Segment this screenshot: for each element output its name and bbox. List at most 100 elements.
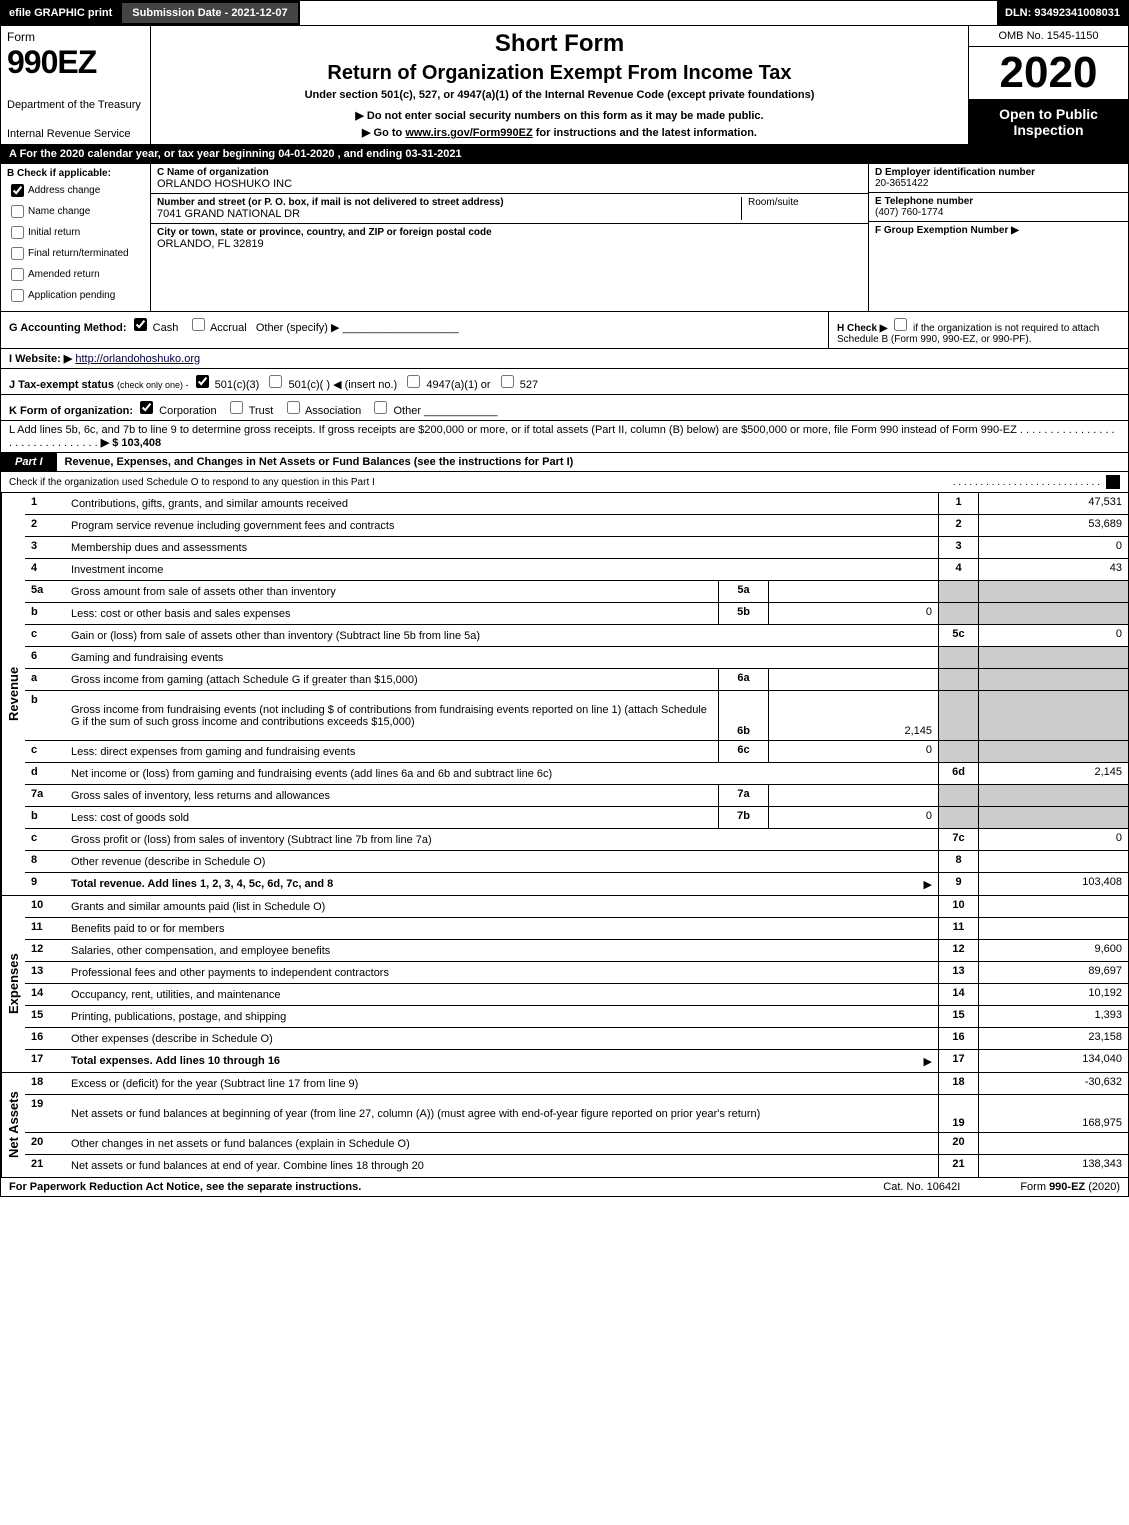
goto-post: for instructions and the latest informat…	[536, 127, 757, 139]
website-row: I Website: ▶ http://orlandohoshuko.org	[0, 349, 1129, 369]
website-link[interactable]: http://orlandohoshuko.org	[75, 353, 200, 365]
k-label: K Form of organization:	[9, 405, 133, 417]
l-text: L Add lines 5b, 6c, and 7b to line 9 to …	[9, 424, 1017, 436]
cb-address-change-input[interactable]	[11, 184, 24, 197]
cb-501c3[interactable]	[196, 375, 209, 388]
l1-desc-text: Contributions, gifts, grants, and simila…	[71, 498, 348, 510]
address-value: 7041 GRAND NATIONAL DR	[157, 208, 735, 220]
l7b-sc: 7b	[718, 807, 768, 828]
org-city-row: City or town, state or province, country…	[151, 224, 868, 253]
l15-num: 15	[25, 1006, 65, 1027]
l5a-sc: 5a	[718, 581, 768, 602]
l21-desc: Net assets or fund balances at end of ye…	[65, 1155, 938, 1177]
side-label-revenue: Revenue	[1, 493, 25, 895]
side-label-expenses: Expenses	[1, 896, 25, 1072]
cb-amended-return[interactable]: Amended return	[7, 265, 144, 284]
l5b-sc: 5b	[718, 603, 768, 624]
city-label: City or town, state or province, country…	[157, 227, 862, 238]
cb-527[interactable]	[501, 375, 514, 388]
cb-amended-return-input[interactable]	[11, 268, 24, 281]
l16-amt: 23,158	[978, 1028, 1128, 1049]
l7c-nc: 7c	[938, 829, 978, 850]
cb-other-org[interactable]	[374, 401, 387, 414]
l2-desc-text: Program service revenue including govern…	[71, 520, 394, 532]
l7b-nc-grey	[938, 807, 978, 828]
cb-h-check[interactable]	[894, 318, 907, 331]
l12-nc: 12	[938, 940, 978, 961]
cb-final-return-input[interactable]	[11, 247, 24, 260]
cb-name-change[interactable]: Name change	[7, 202, 144, 221]
l19-nc: 19	[938, 1095, 978, 1132]
cb-association[interactable]	[287, 401, 300, 414]
l7a-amt-grey	[978, 785, 1128, 806]
l5c-nc: 5c	[938, 625, 978, 646]
l13-desc: Professional fees and other payments to …	[65, 962, 938, 983]
l6a-desc-text: Gross income from gaming (attach Schedul…	[71, 674, 418, 686]
line-6d: dNet income or (loss) from gaming and fu…	[25, 763, 1128, 785]
l3-num: 3	[25, 537, 65, 558]
cat-no: Cat. No. 10642I	[883, 1181, 960, 1193]
cb-501c[interactable]	[269, 375, 282, 388]
l6-desc: Gaming and fundraising events	[65, 647, 938, 668]
opt-other-org: Other	[393, 405, 421, 417]
l3-nc: 3	[938, 537, 978, 558]
l7a-sv	[768, 785, 938, 806]
cb-4947[interactable]	[407, 375, 420, 388]
l7b-amt-grey	[978, 807, 1128, 828]
expenses-lines: 10Grants and similar amounts paid (list …	[25, 896, 1128, 1072]
part1-sub: Check if the organization used Schedule …	[0, 472, 1129, 493]
efile-graphic-print[interactable]: efile GRAPHIC print	[1, 1, 120, 25]
l11-num: 11	[25, 918, 65, 939]
l16-desc: Other expenses (describe in Schedule O)	[65, 1028, 938, 1049]
l9-amt: 103,408	[978, 873, 1128, 895]
cb-application-pending[interactable]: Application pending	[7, 286, 144, 305]
l20-num: 20	[25, 1133, 65, 1154]
cb-final-return[interactable]: Final return/terminated	[7, 244, 144, 263]
line-7a: 7aGross sales of inventory, less returns…	[25, 785, 1128, 807]
cb-initial-return-input[interactable]	[11, 226, 24, 239]
spacer	[300, 1, 997, 25]
line-12: 12Salaries, other compensation, and empl…	[25, 940, 1128, 962]
schedule-o-checkbox[interactable]	[1106, 475, 1120, 489]
cb-name-change-input[interactable]	[11, 205, 24, 218]
irs-link[interactable]: www.irs.gov/Form990EZ	[405, 127, 532, 139]
l3-desc: Membership dues and assessments	[65, 537, 938, 558]
l7b-desc-text: Less: cost of goods sold	[71, 812, 189, 824]
cb-cash[interactable]	[134, 318, 147, 331]
line-16: 16Other expenses (describe in Schedule O…	[25, 1028, 1128, 1050]
ein-cell: D Employer identification number 20-3651…	[869, 164, 1128, 193]
l21-nc: 21	[938, 1155, 978, 1177]
g-label: G Accounting Method:	[9, 322, 127, 334]
opt-association: Association	[305, 405, 361, 417]
cb-accrual[interactable]	[192, 318, 205, 331]
cb-application-pending-input[interactable]	[11, 289, 24, 302]
l9-num: 9	[25, 873, 65, 895]
line-5a: 5aGross amount from sale of assets other…	[25, 581, 1128, 603]
accounting-h-row: G Accounting Method: Cash Accrual Other …	[0, 312, 1129, 349]
line-14: 14Occupancy, rent, utilities, and mainte…	[25, 984, 1128, 1006]
line-11: 11Benefits paid to or for members11	[25, 918, 1128, 940]
cb-trust[interactable]	[230, 401, 243, 414]
l14-desc-text: Occupancy, rent, utilities, and maintena…	[71, 989, 281, 1001]
cb-amended-return-label: Amended return	[28, 269, 100, 280]
cb-initial-return[interactable]: Initial return	[7, 223, 144, 242]
line-6c: cLess: direct expenses from gaming and f…	[25, 741, 1128, 763]
l6c-sc: 6c	[718, 741, 768, 762]
l17-num: 17	[25, 1050, 65, 1072]
l5a-num: 5a	[25, 581, 65, 602]
l6a-sv	[768, 669, 938, 690]
l4-amt: 43	[978, 559, 1128, 580]
form-number: 990EZ	[7, 44, 144, 81]
expenses-block: Expenses 10Grants and similar amounts pa…	[0, 896, 1129, 1073]
l13-amt: 89,697	[978, 962, 1128, 983]
l5b-amt-grey	[978, 603, 1128, 624]
form-header: Form 990EZ Department of the Treasury In…	[0, 26, 1129, 145]
l7a-sc: 7a	[718, 785, 768, 806]
l5b-num: b	[25, 603, 65, 624]
cb-address-change[interactable]: Address change	[7, 181, 144, 200]
cb-final-return-label: Final return/terminated	[28, 248, 129, 259]
cb-corporation[interactable]	[140, 401, 153, 414]
l5a-amt-grey	[978, 581, 1128, 602]
line-5b: bLess: cost or other basis and sales exp…	[25, 603, 1128, 625]
opt-corporation: Corporation	[159, 405, 216, 417]
